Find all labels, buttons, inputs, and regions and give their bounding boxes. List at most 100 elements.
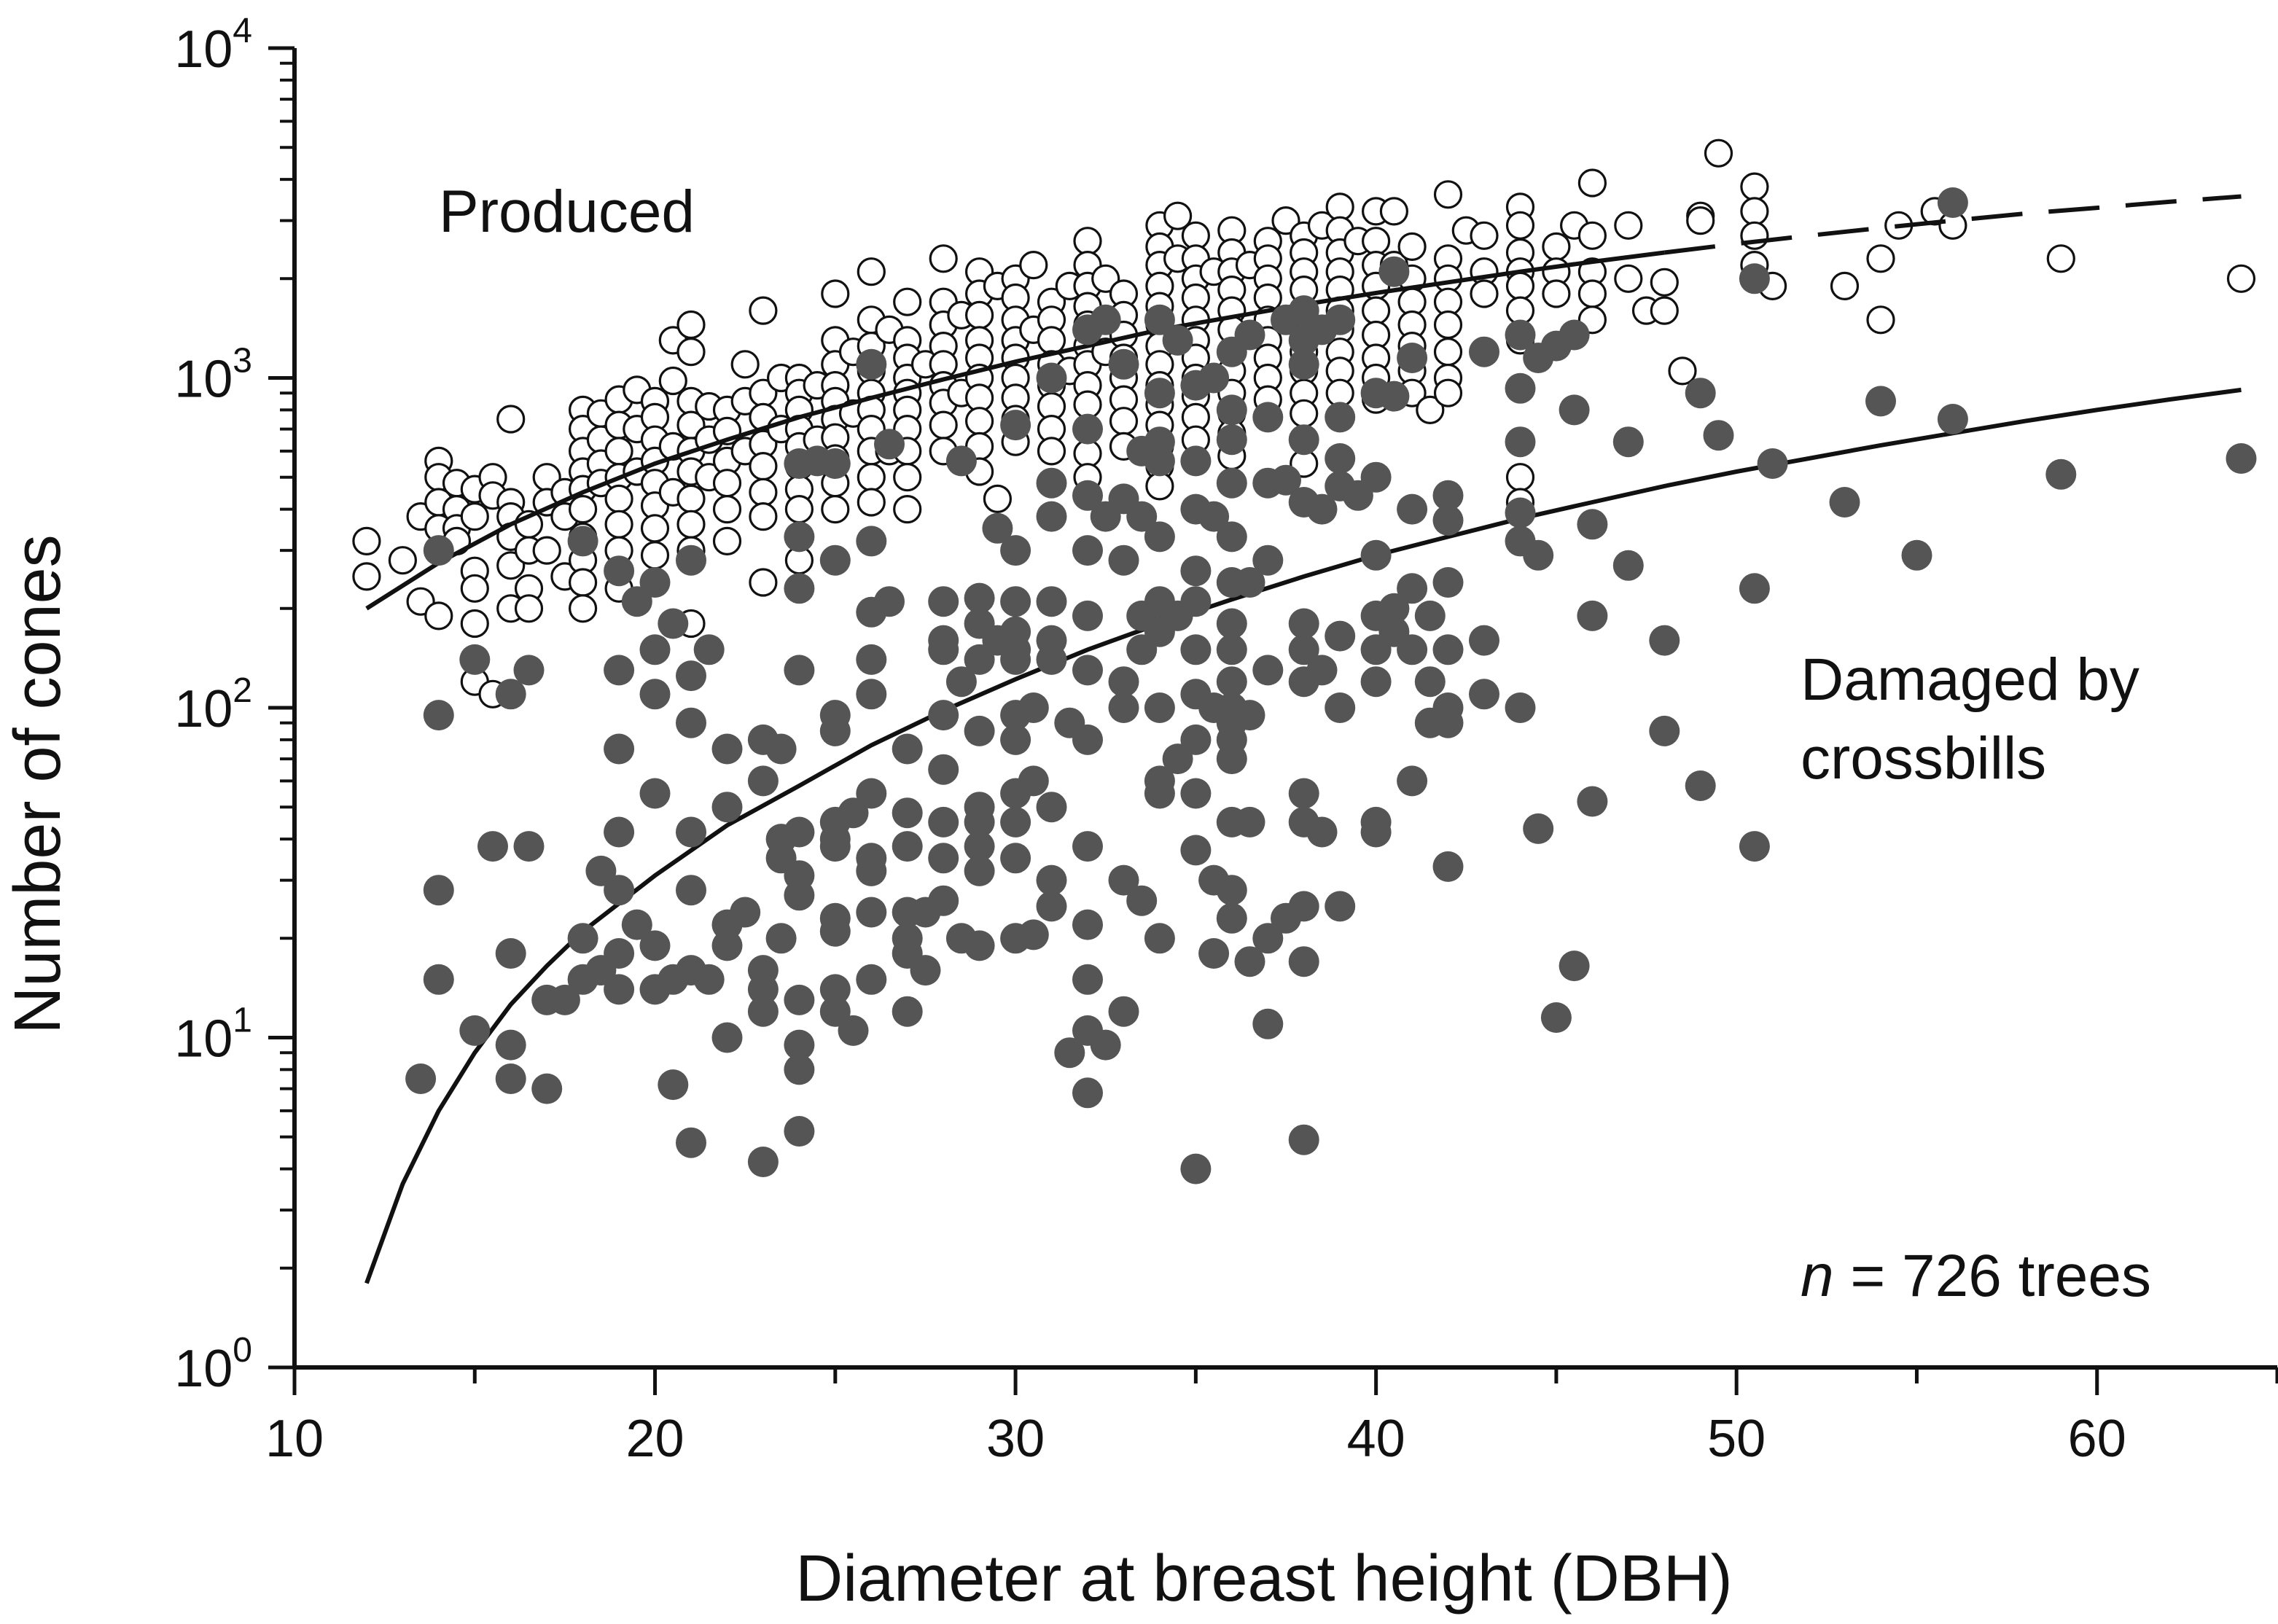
data-point-damaged [604, 733, 635, 765]
data-point-damaged [1288, 1124, 1319, 1155]
data-point-damaged [1216, 875, 1247, 906]
data-point-damaged [1216, 666, 1247, 698]
sample-size-n: n [1801, 1243, 1834, 1309]
data-point-damaged [1162, 743, 1193, 775]
data-point-damaged [945, 666, 977, 698]
data-point-produced [893, 287, 922, 316]
data-point-produced [604, 510, 633, 539]
annotation-damaged-line1: Damaged by [1801, 647, 2139, 713]
data-point-produced [1505, 271, 1535, 300]
data-point-damaged [910, 955, 941, 986]
data-point-damaged [676, 1127, 706, 1158]
data-point-damaged [1216, 394, 1247, 426]
data-point-damaged [928, 806, 959, 838]
data-point-damaged [1414, 666, 1446, 698]
data-point-damaged [639, 778, 671, 809]
data-point-damaged [856, 679, 887, 710]
data-point-damaged [1505, 426, 1536, 458]
data-point-produced [1091, 264, 1120, 293]
data-point-damaged [747, 765, 779, 797]
data-point-damaged [1252, 655, 1284, 686]
data-point-damaged [1360, 816, 1392, 848]
data-point-damaged [1469, 336, 1499, 367]
data-point-damaged [928, 634, 959, 665]
data-point-damaged [1216, 634, 1247, 665]
data-point-damaged [964, 715, 995, 746]
data-point-damaged [1757, 448, 1788, 479]
data-point-damaged [1288, 295, 1319, 327]
data-point-produced [1577, 221, 1607, 250]
data-point-damaged [639, 679, 671, 710]
data-point-damaged [784, 816, 815, 848]
data-point-damaged [495, 1029, 526, 1061]
data-point-produced [929, 410, 958, 440]
data-point-damaged [892, 797, 923, 829]
data-point-damaged [1271, 464, 1301, 496]
data-point-damaged [1198, 501, 1230, 532]
data-point-damaged [1216, 902, 1247, 934]
y-tick-label: 104 [174, 12, 252, 79]
data-point-damaged [495, 679, 526, 710]
sample-size-rest: = 726 trees [1834, 1243, 2151, 1309]
data-point-damaged [1000, 535, 1031, 566]
data-point-damaged [1000, 724, 1031, 755]
data-point-produced [1650, 296, 1679, 325]
y-tick-label: 103 [174, 342, 252, 409]
data-point-damaged [1739, 573, 1770, 604]
data-point-produced [857, 463, 886, 492]
data-point-damaged [1360, 539, 1392, 571]
data-point-damaged [1036, 467, 1067, 499]
data-point-damaged [693, 964, 725, 995]
data-point-produced [893, 463, 922, 492]
y-tick-label: 101 [174, 1002, 252, 1069]
data-point-produced [712, 494, 742, 524]
data-point-produced [929, 244, 958, 273]
data-point-damaged [874, 586, 905, 617]
data-point-damaged [658, 608, 689, 639]
data-point-damaged [1540, 1002, 1572, 1033]
data-point-damaged [784, 655, 815, 686]
series-damaged [405, 187, 2257, 1184]
data-point-damaged [1216, 521, 1247, 553]
data-point-damaged [639, 634, 671, 665]
data-point-damaged [856, 964, 887, 995]
data-point-produced [1614, 211, 1643, 240]
data-point-damaged [1577, 600, 1608, 631]
data-point-damaged [1108, 666, 1139, 698]
data-point-damaged [676, 816, 706, 848]
data-point-damaged [856, 348, 887, 380]
data-point-produced [568, 594, 598, 623]
data-point-damaged [1036, 792, 1067, 823]
data-point-damaged [1252, 544, 1284, 576]
data-point-damaged [1306, 493, 1338, 525]
data-point-damaged [1108, 348, 1139, 380]
data-point-damaged [621, 586, 652, 617]
data-point-damaged [1325, 304, 1356, 335]
data-point-damaged [549, 984, 580, 1015]
data-point-damaged [1252, 923, 1284, 954]
data-point-damaged [1505, 319, 1536, 351]
data-point-damaged [1000, 586, 1031, 617]
data-point-damaged [1072, 1077, 1103, 1109]
data-point-damaged [1288, 608, 1319, 639]
data-point-damaged [819, 715, 851, 746]
data-point-produced [2046, 244, 2075, 273]
data-point-damaged [1180, 1153, 1212, 1184]
data-point-damaged [1234, 319, 1265, 351]
data-point-produced [514, 594, 544, 623]
data-point-damaged [604, 938, 635, 969]
data-point-produced [388, 546, 418, 575]
data-point-produced [658, 366, 687, 396]
data-point-produced [1073, 227, 1102, 256]
data-point-produced [1830, 271, 1860, 300]
data-point-damaged [1685, 770, 1716, 801]
data-point-damaged [1325, 443, 1356, 474]
data-point-damaged [604, 974, 635, 1005]
data-point-damaged [1414, 600, 1446, 631]
data-point-damaged [784, 880, 815, 911]
data-point-damaged [1559, 950, 1590, 982]
data-point-produced [1416, 395, 1445, 425]
data-point-damaged [2045, 458, 2077, 490]
